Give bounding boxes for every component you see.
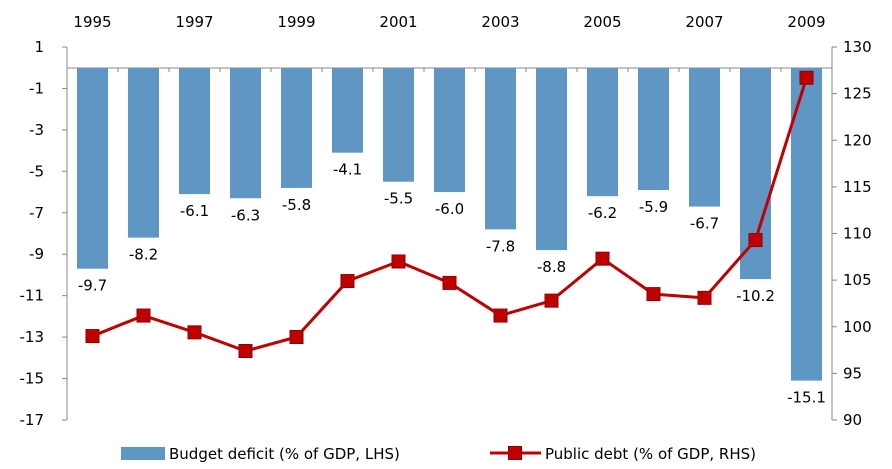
budget-deficit-bar bbox=[791, 68, 822, 381]
budget-deficit-data-label: -6.2 bbox=[588, 204, 617, 222]
public-debt-marker bbox=[187, 325, 202, 340]
right-axis-tick-label: 100 bbox=[843, 318, 872, 336]
x-axis-tick-label: 2003 bbox=[481, 13, 519, 31]
left-axis-tick-label: -1 bbox=[29, 79, 44, 97]
left-axis-tick-label: -17 bbox=[20, 411, 45, 429]
legend: Budget deficit (% of GDP, LHS) Public de… bbox=[121, 445, 756, 463]
budget-deficit-data-label: -15.1 bbox=[787, 389, 826, 407]
budget-deficit-bar bbox=[281, 68, 312, 188]
budget-deficit-data-label: -5.9 bbox=[639, 198, 668, 216]
axes-layer: 1 -1 -3 -5 -7 -9 -11 -13 -15 -17 130 125 120 115 110 10… bbox=[20, 13, 872, 429]
legend-label-public-debt: Public debt (% of GDP, RHS) bbox=[545, 445, 756, 463]
left-axis-tick-label: -7 bbox=[29, 204, 44, 222]
budget-deficit-data-label: -9.7 bbox=[78, 277, 107, 295]
x-axis-tick-label: 2005 bbox=[583, 13, 621, 31]
x-axis-tick-label: 1997 bbox=[175, 13, 213, 31]
bars-layer bbox=[77, 68, 822, 381]
public-debt-marker bbox=[136, 308, 151, 323]
public-debt-marker bbox=[442, 275, 457, 290]
right-axis-tick-label: 125 bbox=[843, 85, 872, 103]
x-axis-tick-label: 1995 bbox=[73, 13, 111, 31]
public-debt-marker bbox=[697, 290, 712, 305]
legend-swatch-public-debt-marker bbox=[508, 446, 522, 460]
public-debt-marker bbox=[799, 70, 814, 85]
right-axis-tick-label: 115 bbox=[843, 178, 872, 196]
budget-deficit-bar bbox=[740, 68, 771, 280]
budget-deficit-bar bbox=[128, 68, 159, 238]
budget-deficit-bar bbox=[638, 68, 669, 190]
budget-deficit-data-label: -6.7 bbox=[690, 215, 719, 233]
budget-deficit-data-label: -6.1 bbox=[180, 202, 209, 220]
left-axis-tick-label: -3 bbox=[29, 121, 44, 139]
public-debt-marker bbox=[748, 233, 763, 248]
right-axis-tick-label: 90 bbox=[843, 411, 862, 429]
budget-deficit-bar bbox=[179, 68, 210, 195]
public-debt-marker bbox=[289, 330, 304, 345]
right-axis-tick-label: 110 bbox=[843, 225, 872, 243]
right-axis-tick-label: 130 bbox=[843, 38, 872, 56]
budget-deficit-data-label: -6.3 bbox=[231, 206, 260, 224]
public-debt-marker bbox=[544, 293, 559, 308]
x-axis-tick-label: 2007 bbox=[685, 13, 723, 31]
budget-deficit-bar bbox=[230, 68, 261, 199]
legend-label-budget-deficit: Budget deficit (% of GDP, LHS) bbox=[169, 445, 400, 463]
budget-deficit-data-label: -10.2 bbox=[736, 287, 775, 305]
x-axis-tick-label: 1999 bbox=[277, 13, 315, 31]
right-axis-tick-label: 95 bbox=[843, 364, 862, 382]
right-axis-tick-label: 105 bbox=[843, 271, 872, 289]
budget-deficit-bar bbox=[689, 68, 720, 207]
budget-deficit-bar bbox=[332, 68, 363, 153]
x-axis-tick-label: 2009 bbox=[787, 13, 825, 31]
left-axis-tick-label: -15 bbox=[20, 370, 45, 388]
budget-deficit-bar bbox=[383, 68, 414, 182]
public-debt-marker bbox=[238, 343, 253, 358]
public-debt-marker bbox=[595, 251, 610, 266]
left-axis-tick-label: -13 bbox=[20, 328, 45, 346]
right-axis-tick-label: 120 bbox=[843, 131, 872, 149]
public-debt-marker bbox=[340, 274, 355, 289]
line-layer bbox=[85, 70, 814, 358]
labels-layer: -9.7 -8.2 -6.1 -6.3 -5.8 -4.1 -5.5 -6.0 -7.8 -8.8… bbox=[78, 161, 826, 407]
x-axis-tick-label: 2001 bbox=[379, 13, 417, 31]
budget-deficit-bar bbox=[485, 68, 516, 230]
legend-swatch-budget-deficit bbox=[121, 447, 165, 460]
budget-deficit-bar bbox=[77, 68, 108, 269]
left-axis-tick-label: -9 bbox=[29, 245, 44, 263]
public-debt-marker bbox=[85, 329, 100, 344]
budget-deficit-data-label: -4.1 bbox=[333, 161, 362, 179]
budget-deficit-data-label: -6.0 bbox=[435, 200, 464, 218]
budget-deficit-data-label: -7.8 bbox=[486, 237, 515, 255]
budget-deficit-bar bbox=[434, 68, 465, 193]
budget-deficit-data-label: -5.5 bbox=[384, 190, 413, 208]
budget-deficit-bar bbox=[536, 68, 567, 251]
public-debt-marker bbox=[493, 308, 508, 323]
public-debt-marker bbox=[646, 287, 661, 302]
budget-deficit-data-label: -8.2 bbox=[129, 246, 158, 264]
left-axis-tick-label: -5 bbox=[29, 162, 44, 180]
budget-deficit-bar bbox=[587, 68, 618, 197]
budget-deficit-data-label: -8.8 bbox=[537, 258, 566, 276]
left-axis-tick-label: -11 bbox=[20, 287, 45, 305]
public-debt-marker bbox=[391, 254, 406, 269]
budget-deficit-data-label: -5.8 bbox=[282, 196, 311, 214]
left-axis-tick-label: 1 bbox=[34, 38, 44, 56]
